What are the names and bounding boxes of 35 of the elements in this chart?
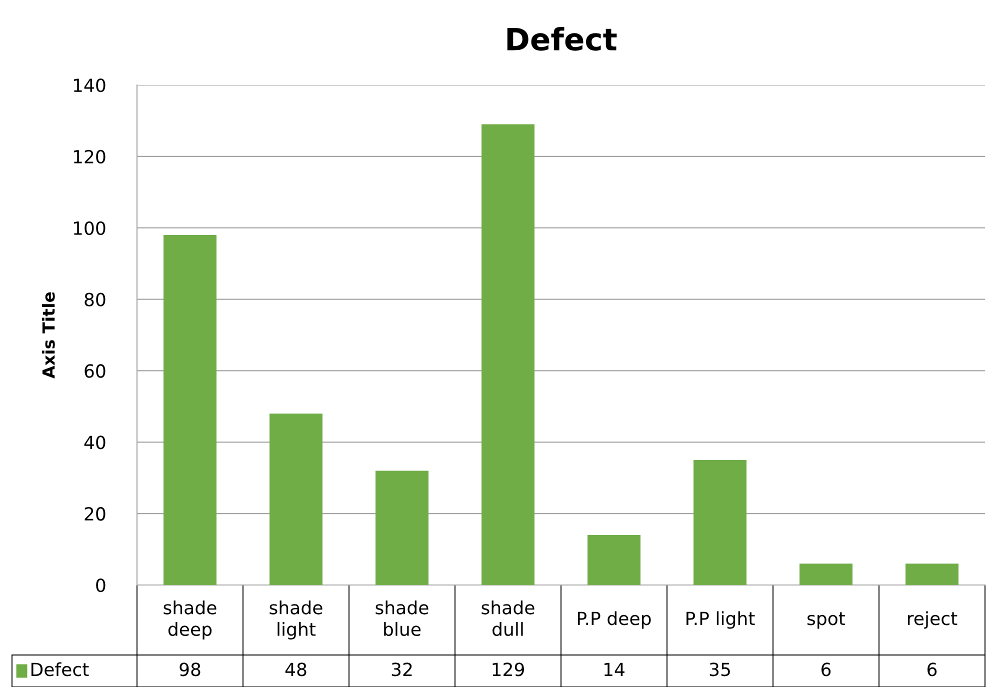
x-tick-label: shade light — [270, 600, 322, 640]
bar — [906, 564, 958, 585]
x-tick-label: shade blue — [376, 600, 428, 636]
x-tick-label: reject — [908, 611, 958, 629]
data-label: 6 — [822, 662, 831, 676]
y-tick-label: 120 — [74, 150, 106, 164]
bar — [694, 460, 746, 585]
legend-label: Defect — [31, 662, 89, 676]
y-tick-label: 80 — [84, 292, 106, 306]
y-axis-title: Axis Title — [42, 292, 55, 378]
data-label: 98 — [180, 662, 200, 676]
data-label: 32 — [392, 662, 412, 676]
x-tick-label: shade dull — [482, 600, 534, 636]
data-label: 48 — [285, 662, 306, 676]
x-tick-label: shade deep — [164, 600, 216, 640]
bar — [482, 124, 534, 585]
y-tick-label: 20 — [84, 507, 106, 521]
y-tick-label: 0 — [96, 578, 106, 592]
x-tick-label: P.P light — [686, 611, 755, 629]
data-label: 6 — [928, 662, 937, 676]
y-tick-label: 60 — [84, 364, 106, 378]
data-label: 129 — [492, 662, 524, 676]
x-tick-label: P.P deep — [578, 611, 651, 629]
bar — [376, 470, 428, 585]
bar — [588, 535, 640, 585]
x-tick-label: spot — [807, 612, 846, 629]
y-tick-label: 40 — [84, 436, 106, 450]
y-tick-label: 100 — [74, 221, 106, 235]
bar — [800, 564, 852, 585]
data-label: 35 — [710, 662, 730, 676]
chart-title: Defect — [507, 27, 617, 51]
bar — [164, 235, 216, 585]
data-label: 14 — [604, 662, 624, 676]
bar — [270, 414, 322, 585]
y-tick-label: 140 — [74, 78, 106, 92]
